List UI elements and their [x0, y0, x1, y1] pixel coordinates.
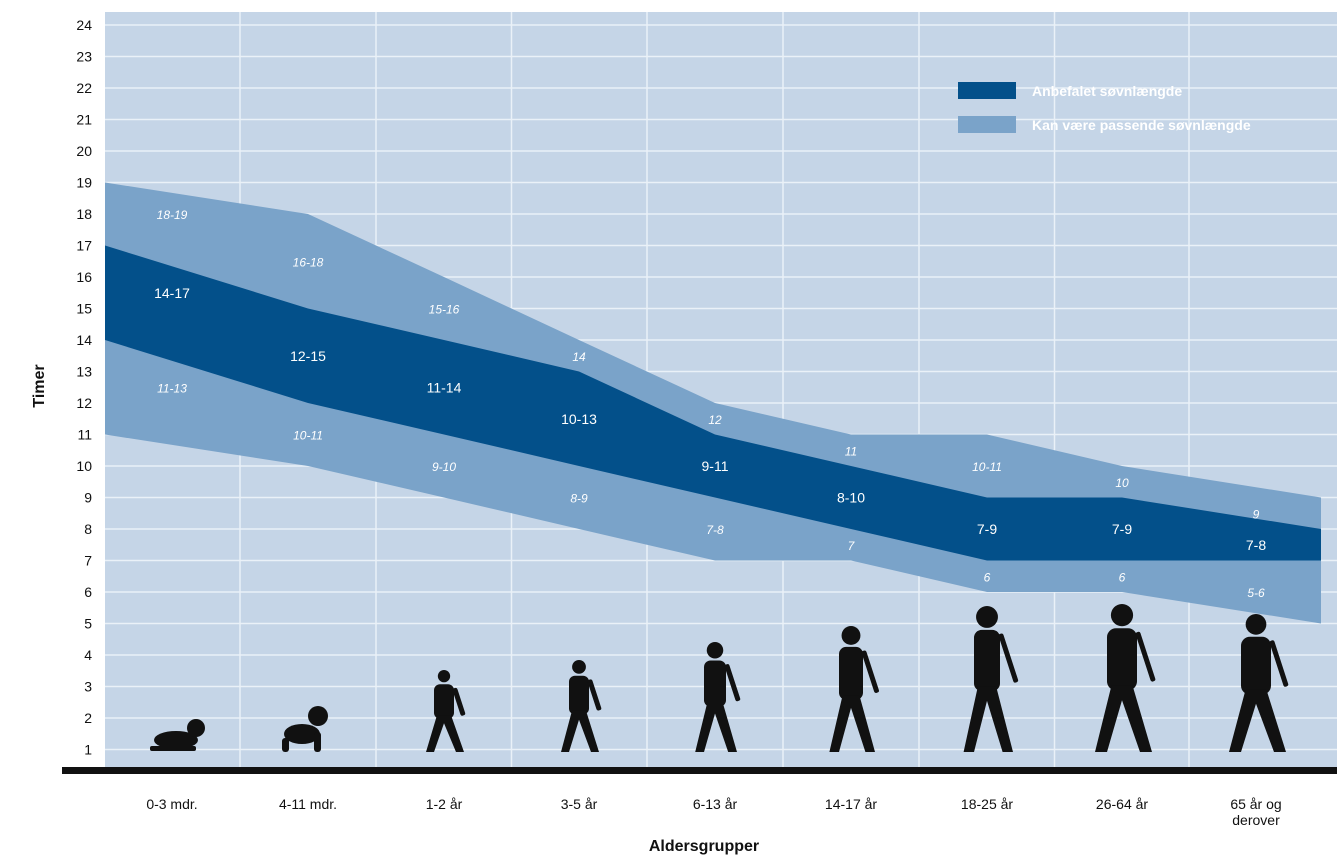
recommended-label: 11-14 [427, 379, 462, 395]
upper-range-label: 12 [708, 413, 722, 427]
figures [150, 604, 1289, 752]
legend-label-may-be-appropriate: Kan være passende søvnlængde [1032, 117, 1251, 133]
teen-icon [829, 626, 879, 752]
y-tick-label: 6 [84, 584, 92, 600]
x-category-label: 3-5 år [561, 796, 598, 812]
woman-icon [963, 606, 1019, 752]
child-icon [695, 642, 741, 752]
lower-range-label: 6 [1119, 570, 1126, 584]
x-category-label: 0-3 mdr. [146, 796, 197, 812]
upper-range-label: 10 [1115, 476, 1129, 490]
recommended-label: 9-11 [702, 458, 729, 474]
y-tick-label: 14 [76, 332, 92, 348]
y-tick-label: 24 [76, 17, 92, 33]
recommended-label: 10-13 [561, 411, 597, 427]
x-category-label: 26-64 år [1096, 796, 1148, 812]
x-axis-title: Aldersgrupper [649, 838, 759, 855]
upper-range-label: 9 [1253, 507, 1260, 521]
bands [105, 182, 1321, 624]
older-adult-icon [1229, 614, 1289, 752]
y-tick-label: 11 [77, 427, 92, 443]
x-category-label: 14-17 år [825, 796, 877, 812]
upper-range-label: 10-11 [972, 460, 1002, 474]
x-axis-line [62, 767, 1337, 774]
legend-swatch-recommended [958, 82, 1016, 99]
y-tick-label: 9 [84, 490, 92, 506]
y-tick-label: 10 [76, 458, 92, 474]
x-category-label: 1-2 år [426, 796, 463, 812]
y-tick-label: 13 [76, 364, 92, 380]
y-tick-label: 17 [76, 238, 92, 254]
baby-silhouette-icon [150, 719, 205, 751]
y-tick-label: 4 [84, 647, 92, 663]
recommended-label: 14-17 [154, 285, 190, 301]
recommended-label: 12-15 [290, 348, 326, 364]
lower-range-label: 10-11 [293, 429, 323, 443]
y-tick-label: 2 [84, 710, 92, 726]
lower-range-label: 6 [984, 570, 991, 584]
x-category-label: 65 år og derover [1230, 796, 1281, 828]
recommended-label: 8-10 [837, 490, 865, 506]
y-tick-label: 12 [76, 395, 92, 411]
upper-range-label: 14 [572, 350, 586, 364]
recommended-label: 7-9 [1112, 521, 1132, 537]
upper-range-label: 16-18 [293, 255, 324, 269]
child-icon [561, 660, 602, 752]
y-tick-label: 7 [84, 553, 92, 569]
y-tick-label: 23 [76, 49, 92, 65]
lower-range-label: 11-13 [157, 381, 187, 395]
lower-range-label: 5-6 [1247, 586, 1265, 600]
y-tick-label: 3 [84, 679, 92, 695]
y-axis-title: Timer [31, 364, 48, 407]
x-category-label: 4-11 mdr. [279, 796, 337, 812]
toddler-icon [426, 670, 466, 752]
y-tick-label: 21 [76, 112, 92, 128]
band-labels: 14-17 18-19 11-13 12-15 16-18 10-11 11-14 15-16… [154, 208, 1266, 600]
y-tick-label: 18 [76, 206, 92, 222]
lower-range-label: 8-9 [570, 492, 588, 506]
lower-range-label: 9-10 [432, 460, 456, 474]
crawling-baby-icon [282, 706, 328, 752]
x-axis-categories: 0-3 mdr. 4-11 mdr. 1-2 år 3-5 år 6-13 år 14-1… [146, 796, 1281, 828]
y-tick-label: 22 [76, 80, 92, 96]
upper-range-label: 15-16 [429, 303, 460, 317]
recommended-label: 7-9 [977, 521, 997, 537]
lower-range-label: 7-8 [706, 523, 724, 537]
x-category-label: 18-25 år [961, 796, 1013, 812]
y-tick-label: 20 [76, 143, 92, 159]
x-category-label: 6-13 år [693, 796, 738, 812]
y-tick-label: 15 [76, 301, 92, 317]
upper-range-label: 11 [845, 444, 857, 458]
recommended-label: 7-8 [1246, 537, 1266, 553]
band-recommended [105, 245, 1321, 561]
legend-label-recommended: Anbefalet søvnlængde [1032, 83, 1182, 99]
legend: Anbefalet søvnlængde Kan være passende s… [958, 82, 1251, 133]
upper-range-label: 18-19 [157, 208, 188, 222]
y-tick-label: 19 [76, 175, 92, 191]
lower-range-label: 7 [848, 539, 856, 553]
y-tick-label: 16 [76, 269, 92, 285]
y-tick-label: 8 [84, 521, 92, 537]
y-tick-label: 5 [84, 616, 92, 632]
y-tick-label: 1 [84, 742, 92, 758]
legend-swatch-may-be-appropriate [958, 116, 1016, 133]
adult-icon [1095, 604, 1156, 752]
